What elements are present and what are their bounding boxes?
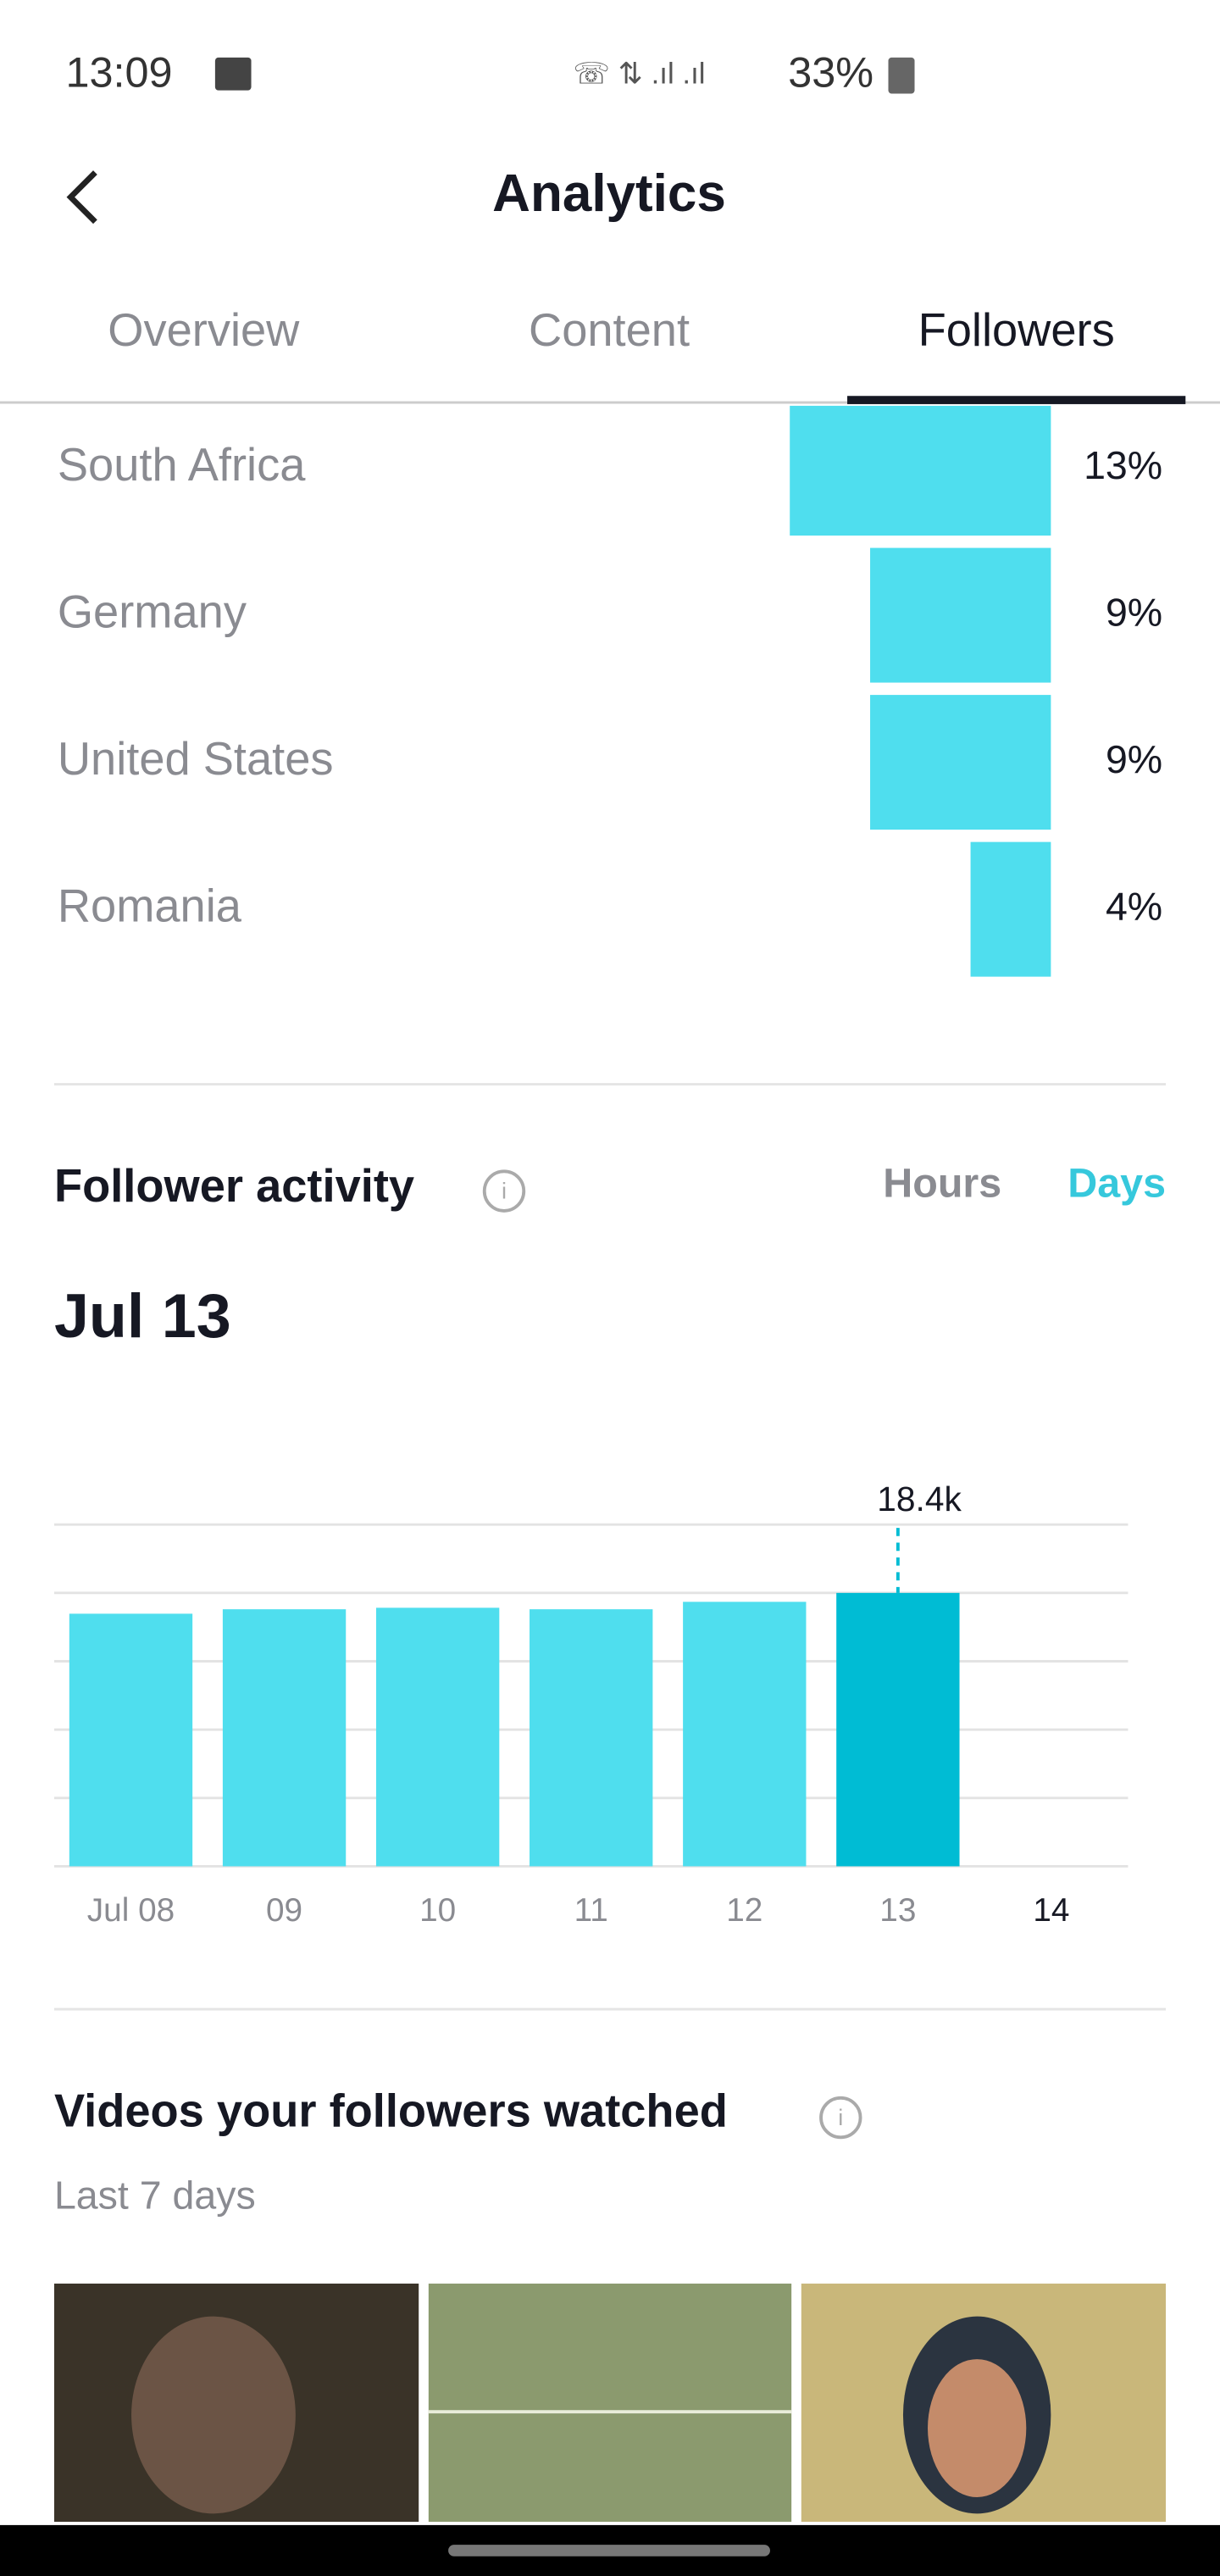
country-name: United States: [58, 733, 334, 785]
section-title: Follower activity: [54, 1160, 414, 1212]
selected-date: Jul 13: [54, 1280, 231, 1351]
country-percent: 13%: [1084, 443, 1162, 487]
x-tick-label: 11: [574, 1892, 608, 1929]
video-thumbnail[interactable]: [428, 2283, 792, 2523]
x-tick-label: 12: [726, 1892, 762, 1929]
value-label: 18.4k: [877, 1480, 962, 1518]
x-tick-label: 10: [419, 1892, 456, 1929]
country-bar: [870, 547, 1051, 683]
thumbnail-figure: [131, 2316, 296, 2514]
info-icon[interactable]: [482, 1169, 526, 1213]
status-time: 13:09: [66, 47, 173, 96]
country-percent: 4%: [1106, 884, 1162, 928]
info-icon-glyph: i: [838, 2104, 843, 2130]
bar: [375, 1607, 500, 1867]
country-percent: 9%: [1106, 737, 1162, 781]
battery-text: 33%: [788, 47, 873, 96]
country-name: Germany: [58, 586, 247, 637]
toggle[interactable]: Hours: [883, 1161, 1001, 1207]
x-tick-label: 13: [879, 1892, 916, 1929]
activity-chart: Jul 08 09 10 11 12 13 18.4k 14: [53, 1480, 1128, 1929]
country-list: South Africa 13% Germany 9% United States 9% R…: [58, 405, 1162, 977]
bar: [222, 1609, 347, 1867]
bar: [69, 1613, 193, 1867]
country-percent: 9%: [1106, 590, 1162, 634]
bar: [836, 1592, 960, 1867]
country-bar: [970, 841, 1051, 977]
tab[interactable]: Overview: [108, 304, 300, 356]
signal-icons: ☏ ⇅ .ıl .ıl: [573, 57, 705, 90]
tab-active[interactable]: Followers: [918, 304, 1115, 356]
country-name: Romania: [58, 880, 242, 931]
battery-icon: [888, 57, 915, 94]
country-name: South Africa: [58, 439, 306, 491]
toggle-active[interactable]: Days: [1068, 1161, 1166, 1207]
country-bar: [790, 405, 1051, 536]
section-title: Videos your followers watched: [54, 2085, 728, 2137]
bar: [530, 1609, 653, 1867]
gallery-icon: [214, 57, 252, 91]
x-tick-label: 14: [1033, 1892, 1069, 1929]
info-icon-glyph: i: [502, 1178, 507, 1204]
bar: [683, 1602, 807, 1867]
home-indicator[interactable]: [448, 2545, 770, 2557]
x-tick-label: Jul 08: [87, 1892, 175, 1929]
header-title: Analytics: [492, 164, 726, 223]
x-tick-label: 09: [266, 1892, 302, 1929]
info-icon[interactable]: [819, 2096, 862, 2140]
country-bar: [870, 695, 1051, 830]
tab[interactable]: Content: [529, 304, 690, 356]
section-subtitle: Last 7 days: [54, 2173, 256, 2217]
back-button[interactable]: [66, 170, 97, 225]
tab-indicator: [847, 396, 1186, 404]
thumbnail-face: [928, 2359, 1027, 2497]
